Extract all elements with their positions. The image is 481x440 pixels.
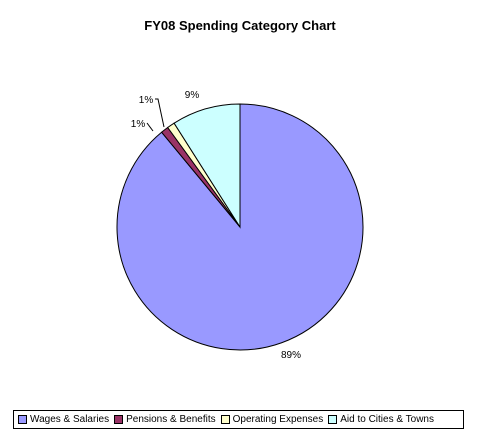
legend-swatch [328,415,338,424]
slice-labels: 89% 1% 1% 9% [131,90,301,361]
legend-item: Wages & Salaries [18,414,109,425]
legend-item: Aid to Cities & Towns [328,414,434,425]
chart-legend: Wages & Salaries Pensions & Benefits Opera… [13,410,464,429]
slice-label: 9% [185,90,200,101]
leader-line [155,98,165,128]
legend-swatch [220,415,230,424]
slice-label: 1% [131,119,146,130]
pie-slice-aid-to-cities-towns [173,103,241,229]
chart-title: FY08 Spending Category Chart [144,18,336,33]
legend-swatch [114,415,124,424]
legend-swatch [18,415,27,424]
leader-lines [146,98,165,132]
legend-label: Aid to Cities & Towns [340,414,434,425]
legend-item: Pensions & Benefits [114,414,216,425]
slice-label: 89% [281,350,301,361]
legend-label: Operating Expenses [232,414,324,425]
legend-label: Pensions & Benefits [126,414,216,425]
leader-line [146,122,154,132]
legend-label: Wages & Salaries [30,414,110,425]
slice-label: 1% [139,95,154,106]
pie-slices [116,103,364,351]
legend-item: Operating Expenses [220,414,324,425]
